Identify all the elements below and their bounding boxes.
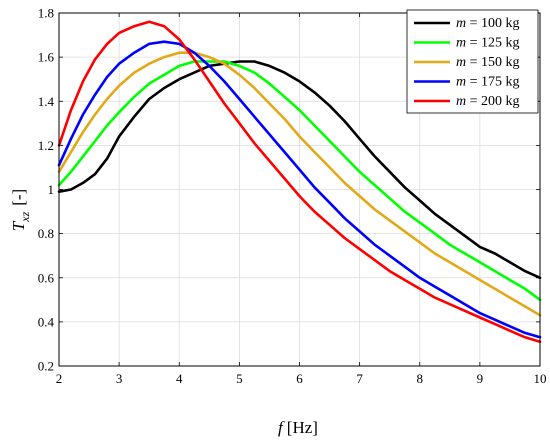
y-tick-label: 1.4 [38, 94, 55, 109]
legend-label: m = 150 kg [456, 55, 520, 70]
y-axis-subscript: xz [18, 211, 32, 222]
x-tick-label: 4 [176, 371, 183, 386]
y-tick-label: 1.8 [38, 6, 54, 21]
y-tick-label: 1.6 [38, 50, 55, 65]
legend-label: m = 200 kg [456, 94, 520, 109]
y-axis-label: Txz [-] [9, 189, 32, 231]
x-tick-labels: 2 3 4 5 6 7 8 9 10 [56, 371, 547, 386]
series-line [57, 60, 542, 302]
legend: m = 100 kg m = 125 kg m = 150 kg m = 175 kg… [406, 9, 539, 114]
series-line [57, 51, 542, 317]
x-tick-label: 9 [477, 371, 484, 386]
y-tick-label: 1.2 [38, 138, 54, 153]
y-axis-symbol: T [9, 220, 28, 231]
y-tick-label: 1 [48, 182, 55, 197]
x-tick-label: 3 [116, 371, 123, 386]
legend-label: m = 125 kg [456, 36, 520, 51]
x-axis-label: f [Hz] [278, 418, 318, 437]
series-line [57, 20, 542, 344]
x-axis-symbol: f [278, 418, 285, 437]
legend-label: m = 175 kg [456, 75, 520, 90]
series-line [57, 40, 542, 339]
series-lines [57, 20, 542, 344]
y-tick-label: 0.6 [38, 270, 55, 285]
x-tick-label: 5 [236, 371, 243, 386]
x-axis-unit: [Hz] [287, 418, 318, 437]
legend-items: m = 100 kg m = 125 kg m = 150 kg m = 175 kg… [414, 16, 520, 109]
y-tick-label: 0.4 [38, 314, 55, 329]
x-tick-label: 2 [56, 371, 63, 386]
x-tick-label: 10 [534, 371, 547, 386]
x-tick-label: 8 [417, 371, 424, 386]
legend-label: m = 100 kg [456, 16, 520, 31]
series-line [57, 60, 542, 280]
x-tick-label: 7 [356, 371, 363, 386]
y-tick-label: 0.8 [38, 226, 54, 241]
y-tick-label: 0.2 [38, 359, 54, 374]
y-tick-labels: 0.2 0.4 0.6 0.8 1 1.2 1.4 1.6 1.8 [38, 6, 55, 374]
y-axis-unit: [-] [9, 189, 28, 206]
x-tick-label: 6 [296, 371, 303, 386]
